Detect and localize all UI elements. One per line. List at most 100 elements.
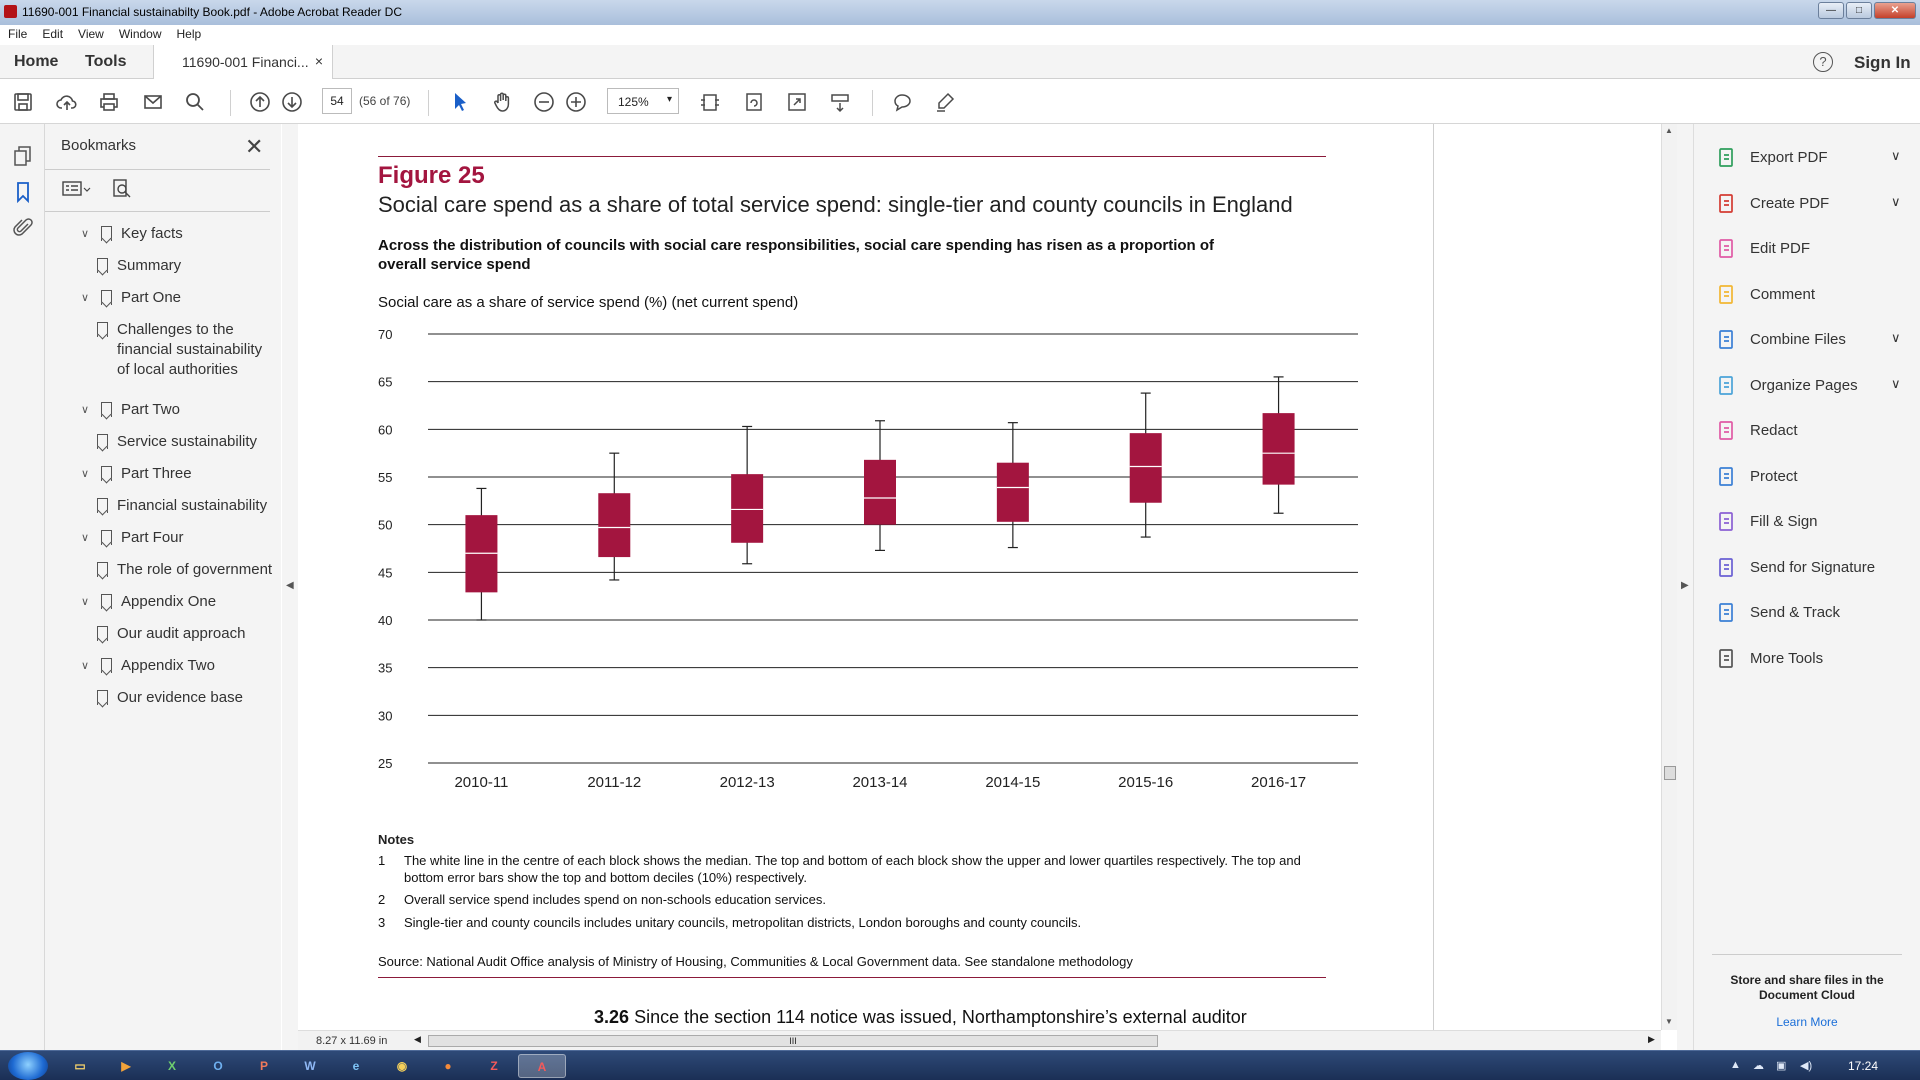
page-thumbnails-icon[interactable] — [11, 144, 35, 168]
chevron-down-icon[interactable]: ∨ — [1891, 148, 1901, 163]
tool-organize-pages[interactable]: Organize Pages ∨ — [1694, 372, 1920, 402]
caret-left-icon[interactable]: ◀ — [286, 580, 294, 591]
zoom-select[interactable]: 125% ▾ — [607, 88, 679, 114]
tool-combine-files[interactable]: Combine Files ∨ — [1694, 326, 1920, 356]
word-taskbar-icon[interactable]: W — [304, 1059, 316, 1073]
menu-edit[interactable]: Edit — [42, 27, 64, 41]
start-button[interactable] — [8, 1052, 48, 1080]
close-panel-icon[interactable]: ✕ — [245, 134, 264, 159]
menu-file[interactable]: File — [8, 27, 28, 41]
chevron-down-icon[interactable]: ∨ — [81, 292, 90, 304]
tool-edit-pdf[interactable]: Edit PDF — [1694, 235, 1920, 265]
zoom-in-icon[interactable] — [565, 91, 587, 113]
network-icon[interactable]: ☁ — [1753, 1060, 1764, 1072]
bookmark-section[interactable]: ∨ Appendix Two — [81, 656, 275, 676]
scroll-left-icon[interactable]: ◀ — [414, 1034, 421, 1044]
chevron-down-icon[interactable]: ∨ — [1891, 193, 1901, 209]
scroll-right-icon[interactable]: ▶ — [1648, 1034, 1655, 1044]
chevron-down-icon[interactable]: ∨ — [81, 660, 90, 672]
explorer-taskbar-icon[interactable]: ▭ — [74, 1059, 86, 1073]
tool-comment[interactable]: Comment — [1694, 281, 1920, 311]
bookmark-options-icon[interactable] — [61, 178, 91, 205]
zoom-out-icon[interactable] — [533, 91, 555, 113]
chevron-down-icon[interactable]: ∨ — [81, 468, 90, 480]
bookmark-section[interactable]: ∨ Part One — [81, 288, 275, 308]
tool-send-for-signature[interactable]: Send for Signature — [1694, 554, 1920, 584]
monitor-icon[interactable]: ▣ — [1776, 1060, 1787, 1072]
powerpoint-taskbar-icon[interactable]: P — [259, 1059, 268, 1073]
learn-more-link[interactable]: Learn More — [1776, 1015, 1838, 1029]
horizontal-scroll-thumb[interactable]: III — [428, 1035, 1158, 1047]
highlight-pen-icon[interactable] — [934, 91, 956, 113]
tool-redact[interactable]: Redact — [1694, 417, 1920, 447]
scroll-mode-icon[interactable] — [829, 91, 851, 113]
caret-right-icon[interactable]: ▶ — [1681, 580, 1689, 591]
tool-protect[interactable]: Protect — [1694, 463, 1920, 493]
scroll-down-icon[interactable]: ▼ — [1665, 1017, 1673, 1026]
collapse-left-panel[interactable]: ◀ — [282, 124, 298, 1050]
page-number-input[interactable]: 54 — [322, 88, 352, 114]
maximize-button[interactable]: □ — [1846, 2, 1872, 19]
excel-taskbar-icon[interactable]: X — [167, 1059, 176, 1073]
rotate-icon[interactable] — [743, 91, 765, 113]
outlook-taskbar-icon[interactable]: O — [213, 1059, 223, 1073]
tab-document[interactable]: 11690-001 Financi... × — [153, 45, 333, 79]
upload-cloud-icon[interactable] — [56, 91, 78, 113]
bookmark-item[interactable]: Summary — [97, 256, 275, 276]
bookmark-item[interactable]: Challenges to the financial sustainabili… — [97, 320, 275, 380]
hand-tool-icon[interactable] — [491, 91, 513, 113]
menu-view[interactable]: View — [78, 27, 104, 41]
fit-page-icon[interactable] — [699, 91, 721, 113]
vertical-scroll-thumb[interactable] — [1664, 766, 1676, 780]
print-icon[interactable] — [98, 91, 120, 113]
bookmark-section[interactable]: ∨ Part Three — [81, 464, 275, 484]
scroll-up-icon[interactable]: ▲ — [1665, 126, 1673, 135]
tab-home[interactable]: Home — [14, 53, 59, 70]
close-window-button[interactable]: ✕ — [1874, 2, 1916, 19]
menu-help[interactable]: Help — [176, 27, 202, 41]
bookmark-item[interactable]: Our evidence base — [97, 688, 275, 708]
chevron-down-icon[interactable]: ∨ — [81, 228, 90, 240]
clock[interactable]: 17:24 — [1848, 1059, 1879, 1073]
search-icon[interactable] — [184, 91, 206, 113]
tool-create-pdf[interactable]: Create PDF ∨ — [1694, 190, 1920, 220]
bookmarks-icon[interactable] — [11, 180, 35, 204]
tool-fill-sign[interactable]: Fill & Sign — [1694, 508, 1920, 538]
chevron-down-icon[interactable]: ∨ — [1891, 330, 1901, 345]
bookmark-item[interactable]: The role of government — [97, 560, 275, 580]
chrome-taskbar-icon[interactable]: ◉ — [396, 1059, 408, 1073]
minimize-button[interactable]: — — [1818, 2, 1844, 19]
new-bookmark-icon[interactable] — [111, 178, 133, 205]
chevron-down-icon[interactable]: ∨ — [81, 532, 90, 544]
chevron-down-icon[interactable]: ∨ — [81, 596, 90, 608]
bookmark-item[interactable]: Service sustainability — [97, 432, 275, 452]
bookmark-item[interactable]: Financial sustainability — [97, 496, 275, 516]
chevron-down-icon[interactable]: ∨ — [81, 404, 90, 416]
collapse-right-panel[interactable]: ▶ — [1677, 124, 1693, 1050]
bookmark-section[interactable]: ∨ Appendix One — [81, 592, 275, 612]
media-player-taskbar-icon[interactable]: ▶ — [121, 1059, 131, 1073]
prev-page-icon[interactable] — [249, 91, 271, 113]
firefox-taskbar-icon[interactable]: ● — [444, 1059, 452, 1073]
comment-tool-icon[interactable] — [891, 91, 913, 113]
tool-export-pdf[interactable]: Export PDF ∨ — [1694, 144, 1920, 174]
document-view[interactable]: Figure 25 Social care spend as a share o… — [298, 124, 1661, 1030]
chevron-down-icon[interactable]: ∨ — [1891, 375, 1901, 391]
tray-arrow-icon[interactable]: ▲ — [1730, 1059, 1741, 1071]
next-page-icon[interactable] — [281, 91, 303, 113]
tool-send-track[interactable]: Send & Track — [1694, 599, 1920, 629]
bookmark-section[interactable]: ∨ Part Four — [81, 528, 275, 548]
menu-window[interactable]: Window — [118, 27, 162, 41]
select-cursor-icon[interactable] — [449, 91, 471, 113]
bookmark-item[interactable]: Our audit approach — [97, 624, 275, 644]
ie-taskbar-icon[interactable]: e — [352, 1059, 360, 1073]
horizontal-scrollbar[interactable]: 8.27 x 11.69 in ◀ III ▶ — [298, 1030, 1661, 1050]
save-icon[interactable] — [12, 91, 34, 113]
acrobat-taskbar-icon[interactable]: A — [518, 1054, 566, 1078]
bookmark-section[interactable]: ∨ Part Two — [81, 400, 275, 420]
tab-close-icon[interactable]: × — [314, 53, 323, 69]
tab-tools[interactable]: Tools — [85, 53, 127, 70]
sign-in-button[interactable]: Sign In — [1854, 53, 1911, 72]
tool-more-tools[interactable]: More Tools — [1694, 645, 1920, 675]
vertical-scrollbar[interactable]: ▲ ▼ — [1661, 124, 1677, 1030]
